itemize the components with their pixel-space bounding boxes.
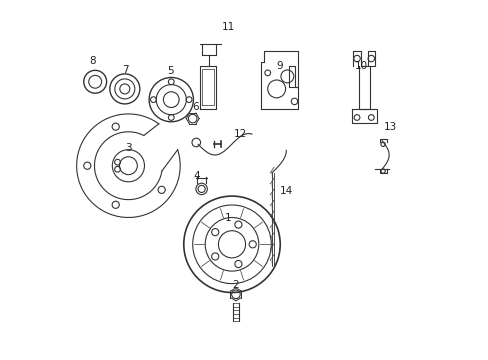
Text: 7: 7 — [122, 65, 129, 75]
Text: 2: 2 — [232, 280, 239, 291]
Text: 12: 12 — [233, 129, 246, 139]
Text: 4: 4 — [193, 171, 199, 181]
Text: 14: 14 — [280, 186, 293, 196]
Text: 6: 6 — [191, 102, 198, 112]
Text: 13: 13 — [383, 122, 396, 132]
Text: 5: 5 — [167, 66, 174, 76]
Text: 8: 8 — [89, 57, 96, 66]
Text: 9: 9 — [276, 61, 282, 71]
Text: 3: 3 — [125, 143, 131, 153]
Text: 10: 10 — [354, 61, 367, 71]
Text: 11: 11 — [222, 22, 235, 32]
Text: 1: 1 — [224, 212, 230, 222]
